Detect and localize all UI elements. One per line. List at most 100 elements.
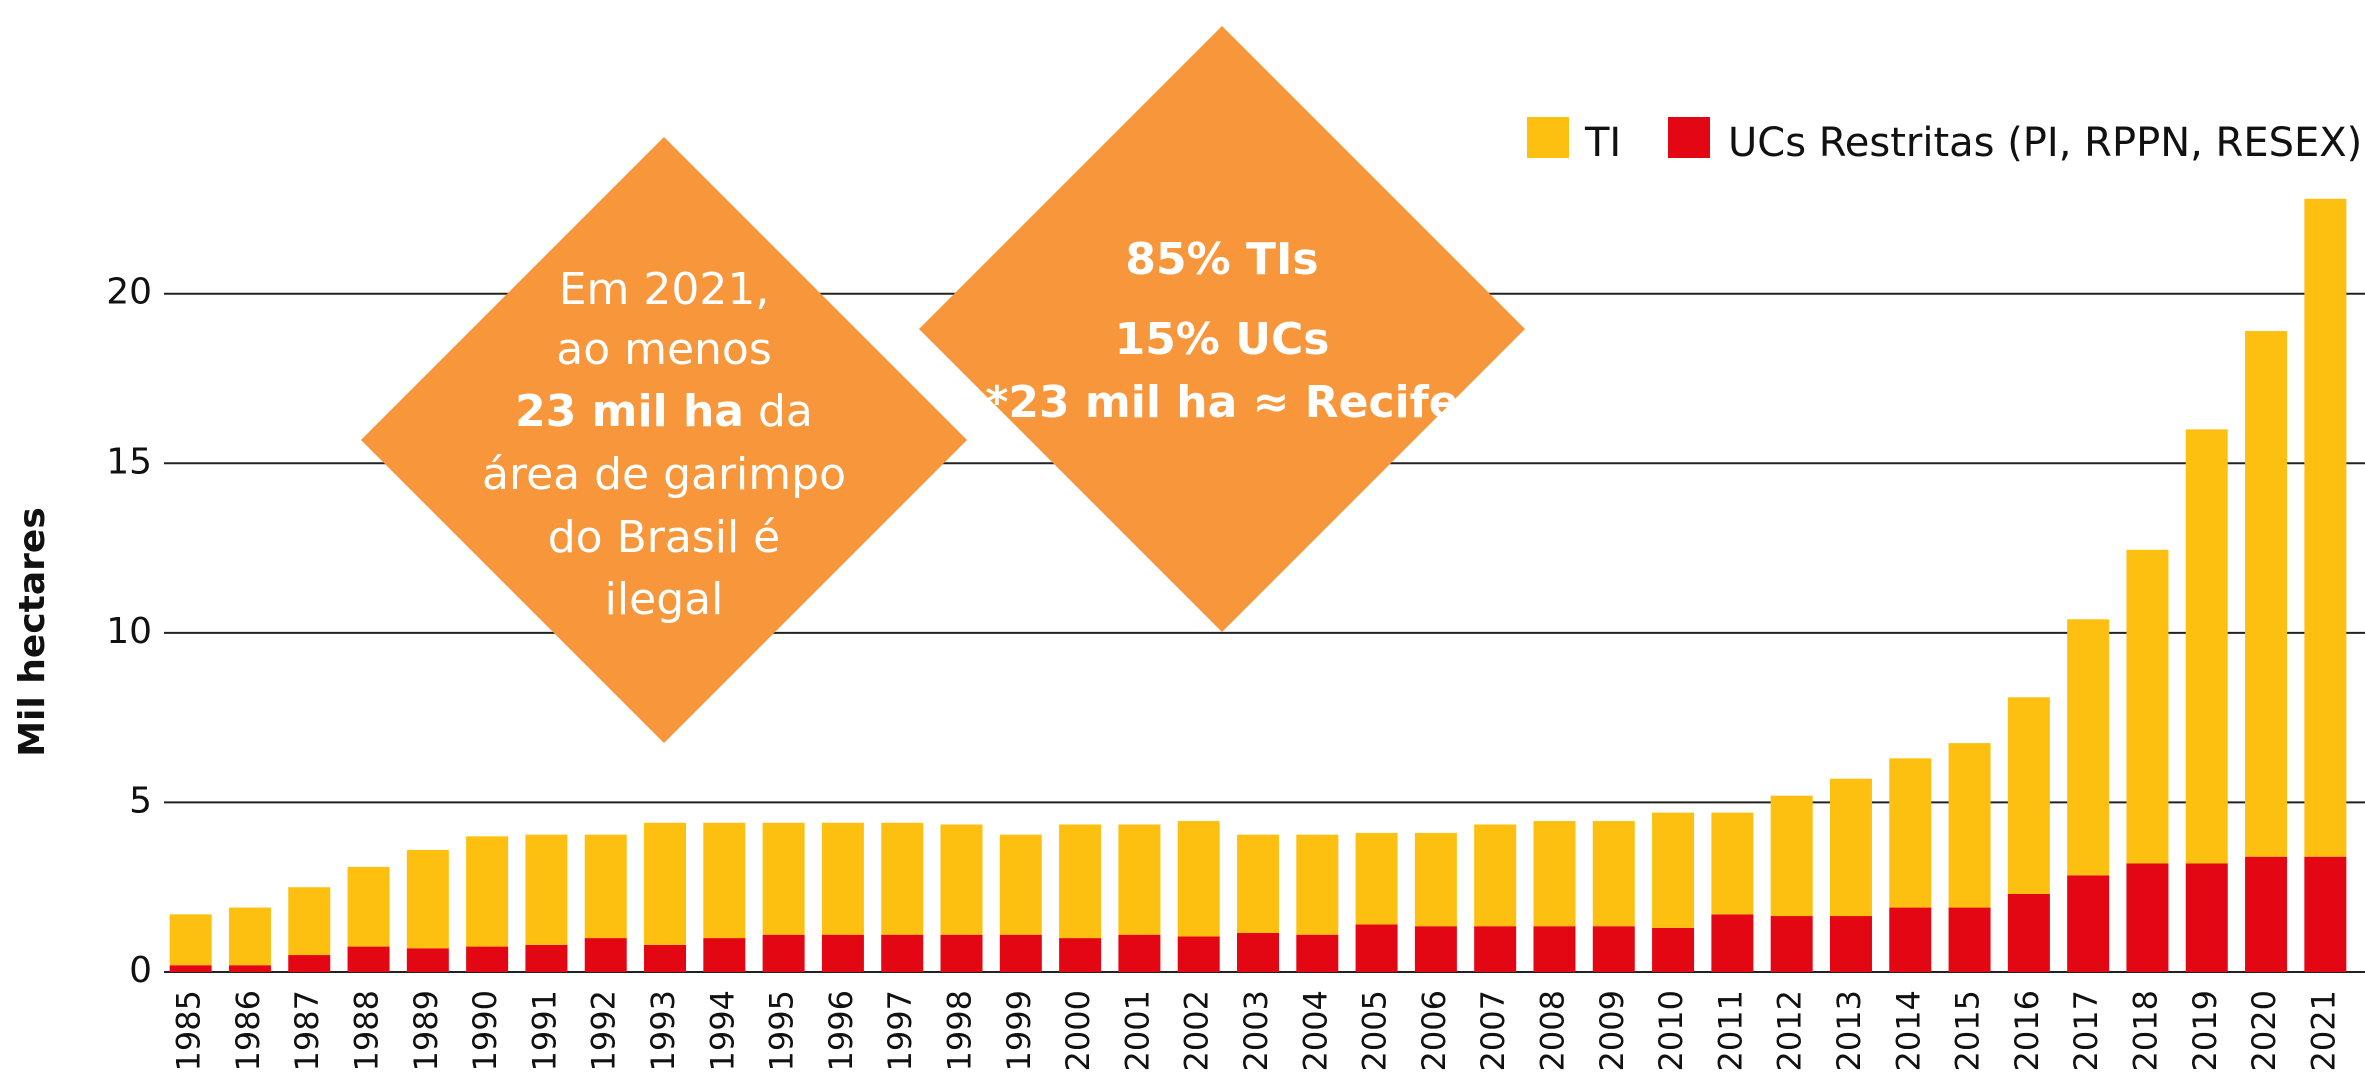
x-tick-label: 2008 [1533, 990, 1571, 1071]
annotation: 85% TIs 15% UCs *23 mil ha ≈ Recife [919, 26, 1525, 632]
x-tick-label: 2005 [1356, 990, 1394, 1071]
bar-segment [1177, 936, 1220, 972]
bar-segment [347, 946, 390, 972]
bar-segment [466, 836, 509, 947]
x-tick-label: 2003 [1237, 990, 1275, 1071]
y-tick-label: 20 [106, 272, 152, 313]
bar-segment [288, 955, 331, 972]
bar-segment [1889, 758, 1932, 908]
bar-segment [940, 934, 983, 972]
x-tick-label: 2012 [1771, 990, 1809, 1071]
bar-segment [2185, 429, 2228, 864]
bar-segment [644, 822, 687, 945]
x-tick-label: 1998 [941, 990, 979, 1071]
bar-segment [2067, 875, 2110, 972]
bar-segment [2245, 331, 2288, 857]
bar-segment [1948, 907, 1991, 972]
bar-segment [1059, 938, 1102, 972]
bar-segment [2126, 863, 2169, 972]
bar-segment [584, 834, 627, 939]
x-tick-label: 2011 [1711, 990, 1749, 1071]
bar-segment [1296, 934, 1339, 972]
bar-segment [1829, 916, 1872, 972]
bar-segment [1118, 934, 1161, 972]
bar-segment [1237, 933, 1279, 972]
bar-segment [2245, 856, 2288, 972]
bar-segment [2126, 549, 2169, 864]
annotation-text: área de garimpo [482, 449, 846, 500]
annotation-text: ao menos [556, 324, 772, 375]
legend-label: TI [1584, 120, 1621, 166]
bar-segment [1948, 743, 1991, 908]
annotation-diamond [919, 26, 1525, 632]
annotation-text: ilegal [605, 574, 724, 625]
x-tick-label: 2020 [2245, 990, 2283, 1071]
bar-segment [2007, 697, 2050, 894]
x-tick-label: 2013 [1830, 990, 1868, 1071]
bar-segment [1652, 927, 1695, 972]
bar-segment [228, 965, 271, 972]
bar-segment [169, 914, 212, 966]
bar-segment [1296, 834, 1339, 935]
x-tick-label: 1988 [348, 990, 386, 1071]
y-tick-label: 5 [129, 780, 152, 821]
bar-segment [881, 822, 924, 935]
bar-segment [1889, 907, 1932, 972]
y-tick-label: 15 [106, 441, 152, 482]
x-tick-label: 1996 [822, 990, 860, 1071]
bar-segment [347, 866, 390, 947]
bar-segment [1533, 821, 1576, 927]
legend-swatch [1668, 117, 1710, 158]
x-tick-label: 2007 [1474, 990, 1512, 1071]
bar-segment [406, 849, 449, 949]
bar-segment [1592, 821, 1635, 927]
bar-segment [1474, 926, 1517, 972]
bar-segment [1414, 832, 1457, 927]
annotation-text: Em 2021, [559, 264, 770, 315]
x-tick-label: 1991 [525, 990, 563, 1071]
y-axis-label: Mil hectares [12, 507, 53, 757]
bar-segment [2304, 198, 2347, 857]
bar-segment [288, 887, 331, 956]
bar-segment [525, 834, 568, 945]
x-tick-label: 2000 [1059, 990, 1097, 1071]
bar-segment [1592, 926, 1635, 972]
bar-segment [821, 822, 864, 935]
x-tick-label: 2021 [2304, 990, 2342, 1071]
x-tick-label: 2016 [2008, 990, 2046, 1071]
legend-label: UCs Restritas (PI, RPPN, RESEX) [1728, 120, 2362, 166]
bar-segment [703, 822, 746, 939]
bar-segment [228, 907, 271, 966]
bar-segment [762, 934, 805, 972]
x-tick-label: 2006 [1415, 990, 1453, 1071]
x-tick-label: 1994 [703, 990, 741, 1071]
x-tick-label: 1985 [170, 990, 208, 1071]
bar-segment [1355, 832, 1398, 925]
bar-segment [466, 946, 509, 972]
x-tick-label: 2004 [1296, 990, 1334, 1071]
y-tick-label: 0 [129, 950, 152, 991]
x-tick-label: 1989 [407, 990, 445, 1071]
x-tick-label: 2001 [1118, 990, 1156, 1071]
bar-segment [1237, 834, 1279, 933]
annotation-text: 15% UCs [1115, 314, 1330, 365]
x-tick-label: 2010 [1652, 990, 1690, 1071]
bar-segment [1355, 924, 1398, 972]
x-tick-label: 1993 [644, 990, 682, 1071]
bar-segment [999, 934, 1042, 972]
bar-segment [1770, 795, 1813, 917]
bar-segment [2304, 856, 2347, 972]
bar-segment [1118, 824, 1161, 935]
x-tick-label: 2018 [2126, 990, 2164, 1071]
bar-segment [1711, 812, 1754, 915]
annotation-text: 23 mil ha da [515, 386, 813, 437]
bar-segment [999, 834, 1042, 935]
bar-segment [2185, 863, 2228, 972]
bar-segment [169, 965, 212, 972]
x-tick-label: 2014 [1889, 990, 1927, 1071]
annotation-text: *23 mil ha ≈ Recife [985, 377, 1458, 428]
annotation-text: da [758, 386, 813, 437]
bar-segment [940, 824, 983, 935]
bar-segment [644, 944, 687, 972]
x-tick-label: 1992 [585, 990, 623, 1071]
